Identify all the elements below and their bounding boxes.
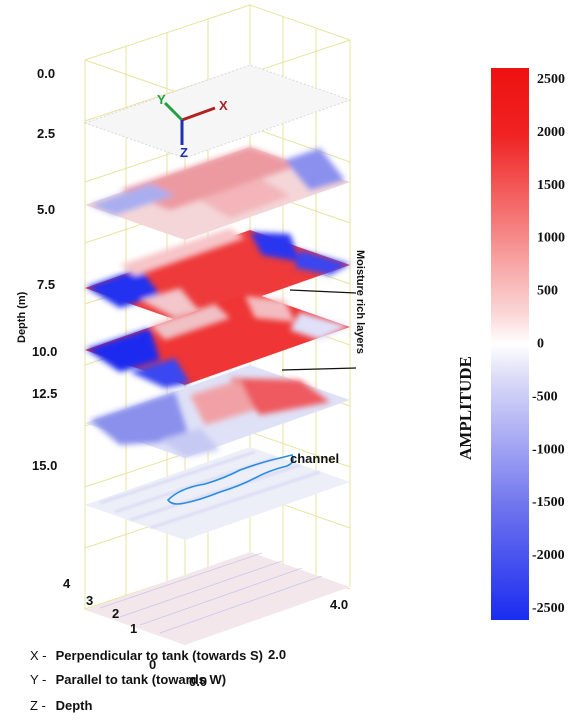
slice-12.5 <box>85 365 350 458</box>
depth-tick: 15.0 <box>32 458 57 473</box>
colorbar-label: 0 <box>537 337 544 352</box>
colorbar-label: -1500 <box>532 495 565 510</box>
legend-z-key: Z - <box>30 698 46 713</box>
colorbar-label: -500 <box>532 389 558 404</box>
triad-z-label: Z <box>180 145 188 160</box>
wireframe-line <box>84 59 186 96</box>
depth-tick: 2.5 <box>37 126 55 141</box>
amplitude-colorbar: 2500 2000 1500 1000 500 0 -500 -1000 -1500 -2000 -… <box>456 68 565 620</box>
legend-y-text: Parallel to tank (towards W) <box>55 672 227 687</box>
depth-tick: 10.0 <box>32 344 57 359</box>
legend-x: X - Perpendicular to tank (towards S) <box>30 648 263 663</box>
wireframe-line <box>249 431 351 468</box>
colorbar-label: 1500 <box>537 178 565 193</box>
slice-bottom <box>85 552 350 645</box>
colorbar-label: -2500 <box>532 601 565 616</box>
wireframe-line <box>249 126 351 163</box>
slice-2.5 <box>83 64 352 159</box>
legend-y-key: Y - <box>30 672 47 687</box>
x-axis-ticks: 0.0 2.0 4.0 <box>189 597 348 689</box>
legend-z-text: Depth <box>55 698 93 713</box>
triad-x-label: X <box>219 98 228 113</box>
colorbar-title: AMPLITUDE <box>456 356 475 460</box>
legend-y: Y - Parallel to tank (towards W) <box>30 672 226 687</box>
channel-label: channel <box>290 451 339 466</box>
depth-slices <box>83 64 352 645</box>
y-tick: 2 <box>112 606 119 621</box>
legend-z: Z - Depth <box>30 698 92 713</box>
channel-outline <box>166 454 294 505</box>
axis-triad-icon: X Y Z <box>157 92 228 160</box>
x-tick: 0.0 <box>189 674 207 689</box>
depth-tick: 7.5 <box>37 277 55 292</box>
moisture-layers-label: Moisture rich layers <box>354 250 366 354</box>
triad-y-label: Y <box>157 92 166 107</box>
depth-axis-ticks: 0.0 2.5 5.0 7.5 10.0 12.5 15.0 <box>32 66 57 473</box>
slice-10.0 <box>85 292 350 388</box>
slice-7.5 <box>85 228 350 323</box>
annotations: Moisture rich layers channel <box>281 250 366 466</box>
legend-x-text: Perpendicular to tank (towards S) <box>55 648 263 663</box>
y-tick: 3 <box>86 593 93 608</box>
colorbar-label: 500 <box>537 284 558 299</box>
slice-5.0 <box>85 147 350 240</box>
y-axis-ticks: 4 3 2 1 0 <box>63 576 156 672</box>
y-tick: 4 <box>63 576 71 591</box>
depth-tick: 5.0 <box>37 202 55 217</box>
y-tick: 1 <box>130 621 137 636</box>
colorbar-label: -2000 <box>532 548 565 563</box>
x-tick: 2.0 <box>268 647 286 662</box>
wireframe-line <box>249 4 351 41</box>
colorbar-label: 2000 <box>537 125 565 140</box>
y-tick: 0 <box>149 657 156 672</box>
slice-15.0 <box>85 447 350 540</box>
colorbar-label: 1000 <box>537 231 565 246</box>
x-tick: 4.0 <box>330 597 348 612</box>
colorbar-label: -1000 <box>532 442 565 457</box>
legend-x-key: X - <box>30 648 47 663</box>
colorbar-label: 2500 <box>537 72 565 87</box>
depth-tick: 12.5 <box>32 386 57 401</box>
depth-tick: 0.0 <box>37 66 55 81</box>
depth-axis-label: Depth (m) <box>16 291 28 343</box>
